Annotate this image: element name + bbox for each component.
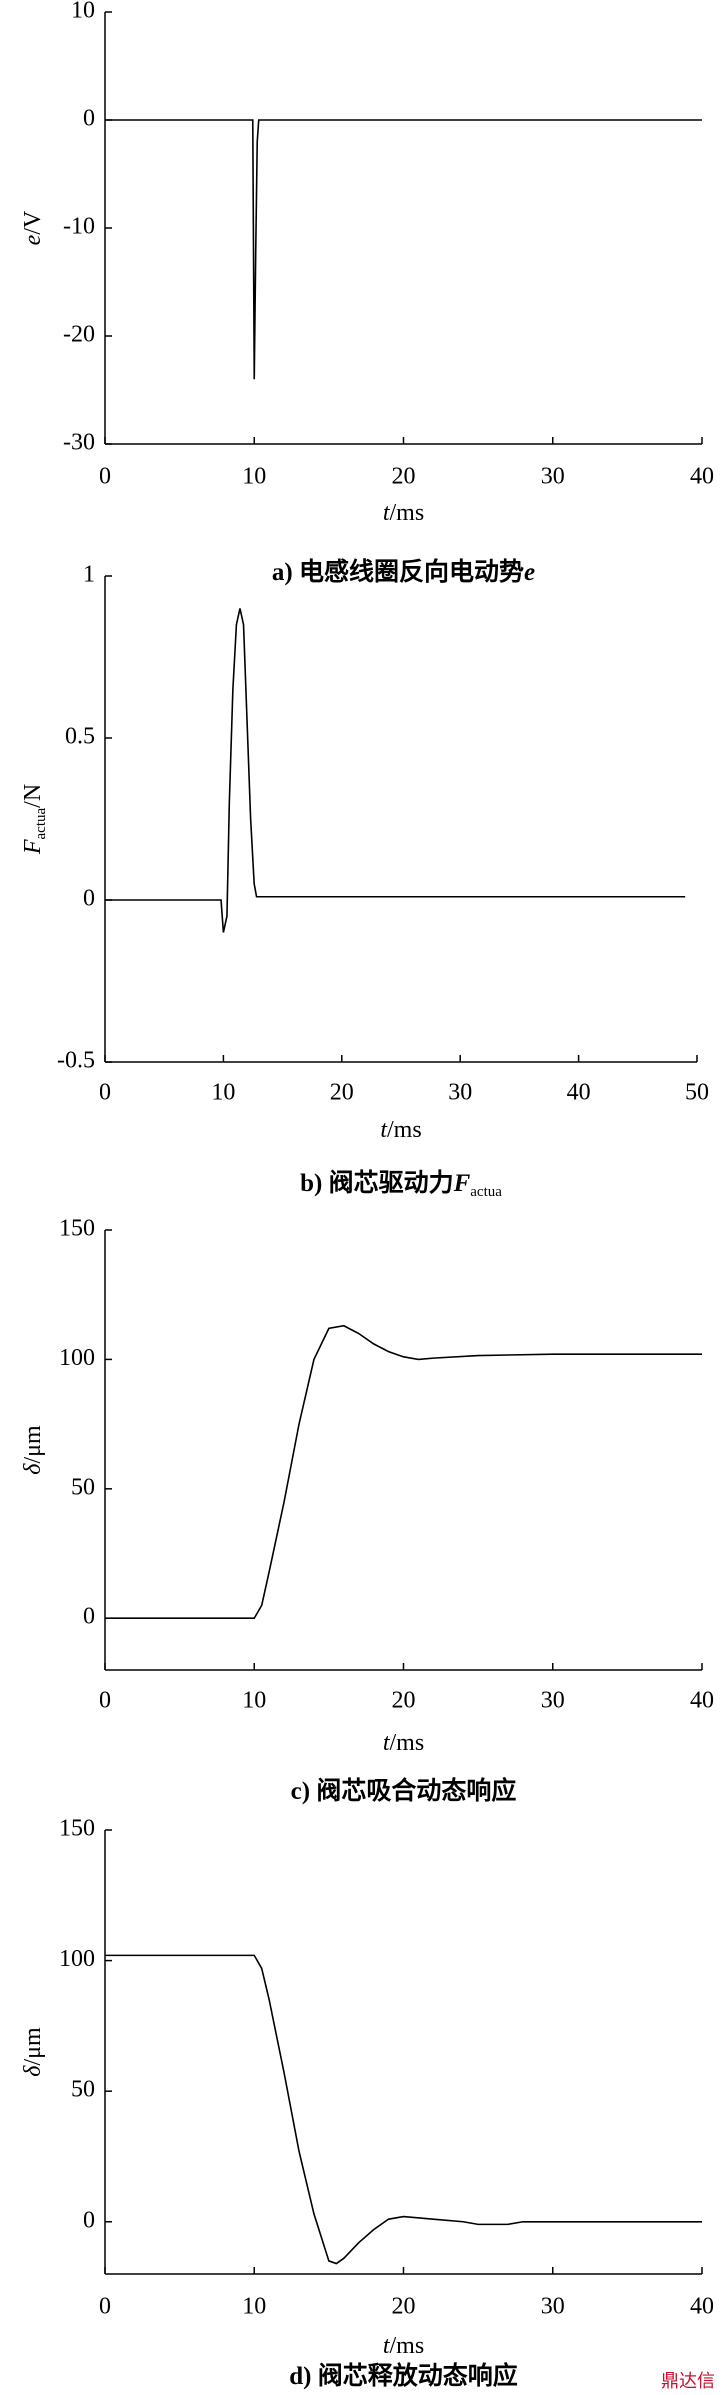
label-part: δ (20, 1463, 46, 1475)
label-part: e (524, 559, 535, 586)
data-line (105, 1324, 702, 1620)
data-line (105, 119, 702, 380)
y-axis-label: δ/μm (20, 1425, 46, 1475)
y-tick-label: 1 (83, 562, 95, 588)
label-part: d) 阀芯释放动态响应 (289, 2361, 517, 2390)
label-part: actua (470, 1184, 502, 1200)
label-part: δ (20, 2065, 46, 2077)
y-tick-label: 0.5 (65, 724, 95, 750)
y-tick-label: -0.5 (57, 1048, 95, 1074)
x-axis-label: t/ms (383, 2333, 424, 2359)
x-axis-label: t/ms (380, 1117, 421, 1143)
y-axis-label: Factua/N (20, 784, 50, 855)
y-tick-label: -10 (63, 214, 95, 240)
data-line (105, 1954, 702, 2265)
x-tick-label: 0 (99, 464, 111, 490)
x-tick-label: 30 (541, 2294, 565, 2320)
y-tick-label: -20 (63, 322, 95, 348)
y-tick-label: 50 (71, 2077, 95, 2103)
label-part: t (380, 1117, 388, 1143)
x-tick-label: 10 (242, 1688, 266, 1714)
x-tick-label: 40 (690, 2294, 714, 2320)
label-part: /μm (20, 2027, 46, 2066)
label-part: t (383, 1730, 391, 1756)
label-part: F (20, 839, 46, 855)
label-part: actua (33, 808, 49, 840)
label-part: /N (20, 784, 46, 808)
x-tick-label: 20 (392, 2294, 416, 2320)
y-tick-label: 100 (59, 1345, 95, 1371)
label-part: /V (20, 210, 46, 235)
y-tick-label: 0 (83, 2207, 95, 2233)
x-tick-label: 0 (99, 1080, 111, 1106)
caption: d) 阀芯释放动态响应 (289, 2361, 517, 2390)
x-tick-label: 40 (690, 1688, 714, 1714)
x-axis-label: t/ms (383, 500, 424, 526)
label-part: /μm (20, 1425, 46, 1464)
caption: b) 阀芯驱动力Factua (300, 1169, 502, 1201)
label-part: /ms (387, 1117, 422, 1143)
x-tick-label: 40 (567, 1080, 591, 1106)
x-tick-label: 30 (448, 1080, 472, 1106)
caption: c) 阀芯吸合动态响应 (291, 1776, 517, 1805)
watermark: 鼎达信 (661, 2371, 715, 2392)
data-line (105, 608, 686, 933)
x-tick-label: 10 (242, 2294, 266, 2320)
caption: a) 电感线圈反向电动势e (272, 557, 535, 586)
y-tick-label: 0 (83, 1604, 95, 1630)
label-part: c) 阀芯吸合动态响应 (291, 1776, 517, 1805)
y-tick-label: 150 (59, 1816, 95, 1842)
y-axis-label: δ/μm (20, 2027, 46, 2077)
x-tick-label: 30 (541, 1688, 565, 1714)
y-tick-label: 0 (83, 106, 95, 132)
x-tick-label: 40 (690, 464, 714, 490)
label-part: a) 电感线圈反向电动势 (272, 557, 524, 586)
x-tick-label: 30 (541, 464, 565, 490)
y-tick-label: 50 (71, 1474, 95, 1500)
label-part: t (383, 2333, 391, 2359)
y-axis-label: e/V (20, 210, 46, 245)
y-tick-label: 10 (71, 0, 95, 24)
x-tick-label: 20 (330, 1080, 354, 1106)
label-part: t (383, 500, 391, 526)
x-tick-label: 10 (211, 1080, 235, 1106)
x-axis-label: t/ms (383, 1730, 424, 1756)
label-part: /ms (389, 2333, 424, 2359)
label-part: b) 阀芯驱动力 (300, 1169, 453, 1197)
x-tick-label: 0 (99, 2294, 111, 2320)
label-part: F (453, 1170, 471, 1197)
y-tick-label: 100 (59, 1946, 95, 1972)
x-tick-label: 10 (242, 464, 266, 490)
y-tick-label: -30 (63, 430, 95, 456)
label-part: /ms (389, 1730, 424, 1756)
y-tick-label: 150 (59, 1216, 95, 1242)
x-tick-label: 20 (392, 1688, 416, 1714)
y-tick-label: 0 (83, 886, 95, 912)
label-part: e (20, 234, 46, 245)
x-tick-label: 50 (685, 1080, 709, 1106)
label-part: /ms (389, 500, 424, 526)
x-tick-label: 0 (99, 1688, 111, 1714)
x-tick-label: 20 (392, 464, 416, 490)
